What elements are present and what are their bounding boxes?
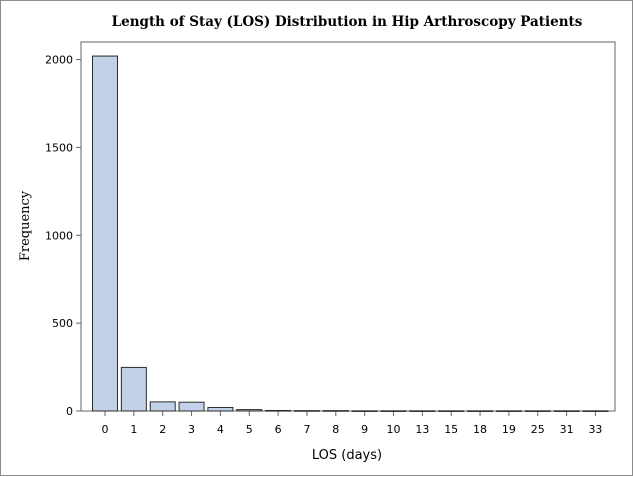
bar-1 — [120, 366, 147, 412]
chart-title: Length of Stay (LOS) Distribution in Hip… — [112, 14, 583, 30]
bar-4 — [207, 406, 234, 412]
bar-33 — [582, 410, 609, 412]
x-tick-label: 4 — [217, 423, 224, 436]
bar-6 — [265, 409, 292, 412]
bar-7 — [293, 410, 320, 412]
bar-25 — [524, 410, 551, 412]
x-tick-label: 31 — [560, 423, 574, 436]
bars — [92, 55, 609, 412]
x-tick-label: 33 — [588, 423, 602, 436]
x-axis-label: LOS (days) — [312, 448, 382, 463]
bar-2 — [149, 401, 176, 412]
y-axis-label: Frequency — [18, 190, 33, 261]
bar-10 — [380, 410, 407, 412]
y-tick-label: 500 — [52, 317, 73, 330]
x-tick-label: 18 — [473, 423, 487, 436]
bar-0 — [92, 55, 118, 412]
x-tick-label: 13 — [415, 423, 429, 436]
x-tick-label: 15 — [444, 423, 458, 436]
bar-18 — [467, 410, 494, 412]
x-tick-label: 3 — [188, 423, 195, 436]
x-tick-label: 2 — [159, 423, 166, 436]
bar-9 — [351, 410, 378, 412]
x-tick-label: 8 — [332, 423, 339, 436]
y-tick-label: 2000 — [45, 54, 73, 67]
x-tick-label: 25 — [531, 423, 545, 436]
x-tick-label: 7 — [303, 423, 310, 436]
x-tick-label: 1 — [130, 423, 137, 436]
y-tick-label: 0 — [66, 405, 73, 418]
x-tick-label: 10 — [387, 423, 401, 436]
bar-3 — [178, 401, 205, 412]
bar-13 — [409, 410, 436, 412]
x-tick-label: 5 — [246, 423, 253, 436]
y-tick-label: 1500 — [45, 141, 73, 154]
plot-area — [80, 41, 616, 412]
bar-8 — [322, 410, 349, 412]
x-tick-label: 6 — [275, 423, 282, 436]
bar-19 — [495, 410, 522, 412]
x-tick-label: 9 — [361, 423, 368, 436]
x-tick-label: 19 — [502, 423, 516, 436]
bar-15 — [438, 410, 465, 412]
bar-5 — [236, 409, 263, 412]
x-axis: 0 1 2 3 4 5 6 7 8 9 10 13 15 18 19 25 31 33 — [102, 411, 602, 436]
bar-31 — [553, 410, 580, 412]
y-axis: 0 500 1000 1500 2000 — [45, 54, 81, 418]
x-tick-label: 0 — [102, 423, 109, 436]
y-tick-label: 1000 — [45, 229, 73, 242]
